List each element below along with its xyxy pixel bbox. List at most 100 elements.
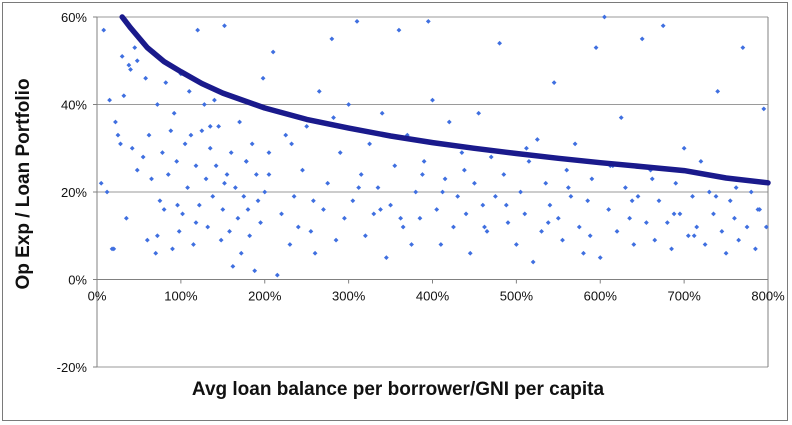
scatter-point xyxy=(753,246,758,252)
scatter-point xyxy=(195,27,201,33)
scatter-point xyxy=(182,141,188,147)
scatter-point xyxy=(266,150,272,156)
scatter-point xyxy=(763,224,769,230)
scatter-point xyxy=(733,185,739,191)
y-tick-label: 40% xyxy=(61,98,87,113)
scatter-point xyxy=(346,102,352,107)
scatter-point xyxy=(446,119,452,125)
scatter-point xyxy=(476,110,482,116)
scatter-point xyxy=(174,158,180,164)
scatter-point xyxy=(513,242,519,247)
scatter-point xyxy=(274,272,280,278)
scatter-point xyxy=(631,242,637,247)
scatter-point xyxy=(497,40,502,46)
gridlines xyxy=(97,16,768,368)
scatter-point xyxy=(413,189,419,195)
scatter-point xyxy=(213,163,219,169)
scatter-point xyxy=(252,268,258,274)
scatter-point xyxy=(98,180,104,186)
scatter-point xyxy=(262,189,268,195)
x-tick-label: 100% xyxy=(164,289,198,304)
scatter-point xyxy=(331,115,336,121)
scatter-point xyxy=(235,215,241,221)
scatter-point xyxy=(713,193,719,199)
scatter-point xyxy=(222,23,227,29)
scatter-point xyxy=(289,141,294,147)
scatter-point xyxy=(101,27,107,33)
scatter-point xyxy=(761,106,767,112)
scatter-point xyxy=(677,211,683,217)
scatter-point xyxy=(409,242,414,247)
scatter-point xyxy=(222,180,227,186)
scatter-point xyxy=(157,198,163,204)
scatter-point xyxy=(126,62,132,68)
scatter-point xyxy=(358,172,364,177)
scatter-point xyxy=(560,237,565,243)
scatter-point xyxy=(501,172,507,177)
scatter-point xyxy=(363,233,368,239)
scatter-point xyxy=(205,224,211,230)
data-points xyxy=(98,14,769,278)
scatter-point xyxy=(673,180,679,186)
scatter-point xyxy=(629,198,635,204)
scatter-point xyxy=(149,176,154,182)
scatter-point xyxy=(176,228,182,234)
scatter-point xyxy=(472,180,477,186)
scatter-point xyxy=(185,185,190,191)
scatter-point xyxy=(702,242,708,247)
scatter-point xyxy=(434,207,440,212)
scatter-point xyxy=(266,172,272,177)
scatter-point xyxy=(171,110,177,116)
scatter-point xyxy=(597,255,603,261)
scatter-point xyxy=(748,189,754,195)
scatter-point xyxy=(524,145,529,151)
scatter-point xyxy=(129,145,135,151)
scatter-point xyxy=(420,172,425,177)
scatter-point xyxy=(534,137,540,142)
scatter-point xyxy=(140,154,146,160)
scatter-point xyxy=(304,123,310,129)
scatter-point xyxy=(283,132,289,138)
scatter-point xyxy=(321,207,326,212)
scatter-point xyxy=(168,128,174,134)
scatter-point xyxy=(565,185,571,191)
scatter-point xyxy=(723,250,729,256)
scatter-point xyxy=(170,246,175,252)
scatter-point xyxy=(113,119,118,125)
scatter-point xyxy=(216,123,222,129)
scatter-point xyxy=(316,88,322,94)
scatter-point xyxy=(568,193,574,199)
scatter-point xyxy=(180,211,185,217)
scatter-point xyxy=(207,123,213,129)
scatter-point xyxy=(153,250,159,256)
scatter-point xyxy=(467,250,473,256)
scatter-point xyxy=(258,220,263,226)
scatter-point xyxy=(652,237,658,243)
scatter-point xyxy=(193,163,199,169)
scatter-point xyxy=(545,220,551,226)
scatter-point xyxy=(736,237,742,243)
scatter-point xyxy=(243,158,249,164)
scatter-point xyxy=(115,132,121,138)
y-tick-label: 0% xyxy=(68,273,87,288)
scatter-point xyxy=(671,211,677,217)
scatter-point xyxy=(664,220,670,226)
x-axis-label: Avg loan balance per borrower/GNI per ca… xyxy=(192,379,605,400)
scatter-point xyxy=(356,185,362,191)
scatter-point xyxy=(270,49,276,55)
x-tick-label: 300% xyxy=(332,289,366,304)
scatter-point xyxy=(440,189,445,195)
scatter-point xyxy=(430,97,435,103)
scatter-point xyxy=(224,172,230,177)
scatter-point xyxy=(698,158,704,164)
x-tick-label: 500% xyxy=(500,289,534,304)
scatter-point xyxy=(522,211,528,217)
scatter-point xyxy=(144,237,150,243)
scatter-point xyxy=(539,228,544,234)
scatter-point xyxy=(143,75,149,81)
scatter-point xyxy=(350,198,356,204)
scatter-point xyxy=(564,167,570,173)
scatter-point xyxy=(196,202,202,208)
scatter-point xyxy=(241,193,247,199)
